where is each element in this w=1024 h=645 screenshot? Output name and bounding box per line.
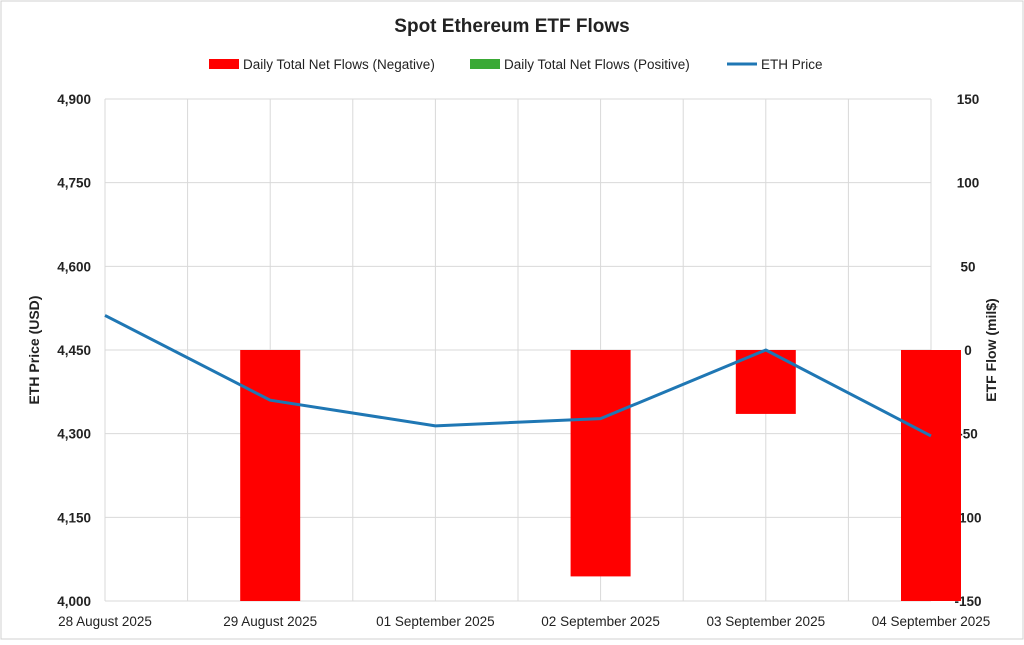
left-tick-label: 4,000	[57, 594, 91, 609]
right-tick-label: -50	[958, 427, 978, 442]
left-tick-label: 4,450	[57, 343, 91, 358]
legend-positive-label: Daily Total Net Flows (Positive)	[504, 57, 690, 72]
legend-price-label: ETH Price	[761, 57, 823, 72]
left-tick-label: 4,600	[57, 259, 91, 274]
x-tick-label: 04 September 2025	[872, 614, 991, 629]
price-line-group	[104, 314, 932, 438]
x-axis-ticks: 28 August 2025 29 August 2025 01 September…	[58, 614, 990, 629]
x-tick-label: 28 August 2025	[58, 614, 152, 629]
left-tick-label: 4,300	[57, 427, 91, 442]
right-tick-label: 100	[957, 176, 980, 191]
left-tick-label: 4,750	[57, 176, 91, 191]
legend-negative-label: Daily Total Net Flows (Negative)	[243, 57, 435, 72]
eth-price-line	[104, 314, 932, 438]
left-tick-label: 4,150	[57, 510, 91, 525]
right-axis-ticks: -150 -100 -50 0 50 100 150	[954, 92, 981, 609]
left-axis-label: ETH Price (USD)	[26, 296, 42, 405]
legend-negative-swatch	[209, 59, 239, 69]
chart-title: Spot Ethereum ETF Flows	[394, 16, 629, 37]
x-tick-label: 02 September 2025	[541, 614, 660, 629]
x-tick-label: 01 September 2025	[376, 614, 495, 629]
left-tick-label: 4,900	[57, 92, 91, 107]
right-axis-label: ETF Flow (mil$)	[983, 298, 999, 401]
flow-bars	[240, 350, 961, 601]
right-tick-label: 50	[960, 259, 975, 274]
x-tick-label: 29 August 2025	[223, 614, 317, 629]
right-tick-label: -150	[954, 594, 981, 609]
left-axis-ticks: 4,000 4,150 4,300 4,450 4,600 4,750 4,900	[57, 92, 91, 609]
legend: Daily Total Net Flows (Negative) Daily T…	[209, 57, 823, 72]
right-tick-label: 0	[964, 343, 972, 358]
negative-flow-bar	[240, 350, 301, 601]
right-tick-label: -100	[954, 510, 981, 525]
negative-flow-bar	[570, 350, 631, 577]
right-tick-label: 150	[957, 92, 980, 107]
legend-positive-swatch	[470, 59, 500, 69]
negative-flow-bar	[901, 350, 961, 601]
x-tick-label: 03 September 2025	[707, 614, 826, 629]
